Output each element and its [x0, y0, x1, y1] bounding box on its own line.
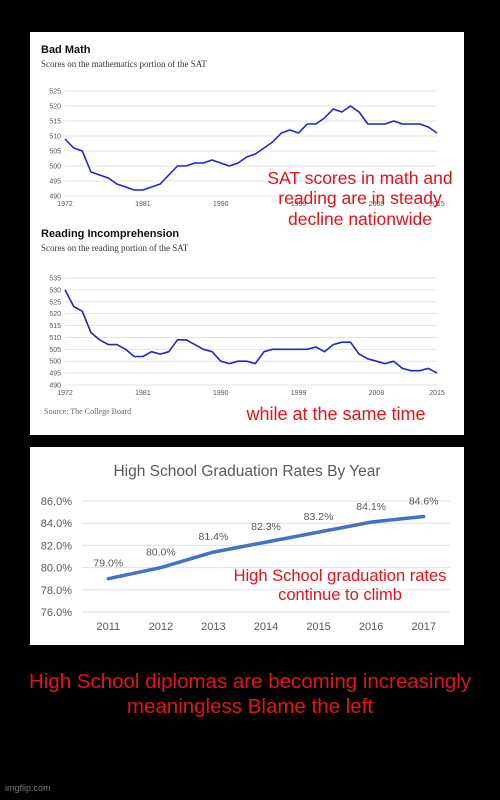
grad-rate-line: [106, 514, 426, 581]
bottom-caption: High School diplomas are becoming increa…: [28, 670, 472, 718]
math-chart-title: Bad Math: [41, 44, 91, 56]
math-y-tick-label: 490: [49, 194, 61, 201]
grad-y-tick-label: 86.0%: [41, 496, 72, 508]
grad-y-tick-label: 82.0%: [41, 540, 72, 552]
math-x-tick-label: 1999: [291, 201, 307, 208]
grad-x-tick-label: 2013: [201, 621, 225, 633]
reading-y-tick-label: 520: [49, 311, 61, 318]
reading-y-tick-label: 500: [49, 359, 61, 366]
math-line-chart: 490 495 500 505 510 515 520 525 1972 1981 1990 1999…: [49, 89, 445, 209]
reading-y-tick-label: 515: [49, 323, 61, 330]
sat-decline-claim: SAT scores in math and reading are in st…: [267, 168, 453, 229]
imgflip-watermark: imgflip.com: [5, 783, 51, 793]
math-y-tick-label: 520: [49, 104, 61, 111]
reading-chart-title: Reading Incomprehension: [41, 228, 180, 240]
grad-y-tick-label: 76.0%: [41, 607, 72, 619]
reading-line-chart: 490 495 500 505 510 515 520 525 530 535 1972 1981 19…: [49, 276, 445, 398]
grad-x-tick-label: 2016: [359, 621, 383, 633]
grad-data-label: 81.4%: [199, 531, 229, 543]
grad-x-tick-label: 2017: [411, 621, 435, 633]
math-x-tick-label: 2015: [429, 201, 445, 208]
grad-data-label: 83.2%: [304, 511, 334, 523]
math-x-tick-label: 2008: [369, 201, 385, 208]
grad-data-label: 79.0%: [93, 558, 123, 570]
math-y-tick-label: 495: [49, 179, 61, 186]
reading-y-tick-label: 535: [49, 276, 61, 283]
reading-x-tick-label: 1999: [291, 390, 307, 397]
sat-chart-panel: Bad Math Scores on the mathematics porti…: [30, 32, 464, 435]
grad-x-tick-label: 2012: [149, 621, 173, 633]
reading-x-tick-label: 1972: [57, 390, 73, 397]
reading-y-tick-label: 490: [49, 383, 61, 390]
math-chart-subtitle: Scores on the mathematics portion of the…: [41, 59, 207, 69]
grad-y-tick-label: 78.0%: [41, 585, 72, 597]
chart-source-note: Source: The College Board: [44, 407, 132, 416]
grad-data-label: 84.6%: [409, 496, 439, 508]
grad-x-tick-label: 2011: [96, 621, 120, 633]
math-y-tick-label: 500: [49, 164, 61, 171]
math-y-tick-label: 515: [49, 119, 61, 126]
reading-x-tick-label: 2015: [429, 390, 445, 397]
math-score-line: [64, 105, 438, 191]
reading-y-tick-label: 525: [49, 299, 61, 306]
graduation-chart-title: High School Graduation Rates By Year: [113, 463, 380, 480]
graduation-claim: High School graduation rates continue to…: [233, 567, 447, 605]
reading-score-line: [64, 289, 438, 374]
graduation-line-chart: High School Graduation Rates By Year 76.0…: [41, 463, 450, 633]
reading-y-tick-label: 510: [49, 335, 61, 342]
grad-data-label: 84.1%: [356, 501, 386, 513]
reading-x-tick-label: 2008: [369, 390, 385, 397]
reading-y-tick-label: 505: [49, 347, 61, 354]
reading-y-tick-label: 495: [49, 371, 61, 378]
while-at-same-time-text: while at the same time: [246, 404, 426, 424]
grad-x-tick-label: 2015: [306, 621, 330, 633]
reading-x-tick-label: 1981: [135, 390, 151, 397]
grad-x-tick-label: 2014: [254, 621, 278, 633]
graduation-chart-panel: High School Graduation Rates By Year 76.0…: [30, 447, 464, 645]
grad-data-label: 82.3%: [251, 521, 281, 533]
math-y-tick-label: 525: [49, 89, 61, 96]
reading-chart-subtitle: Scores on the reading portion of the SAT: [41, 243, 189, 253]
grad-data-label: 80.0%: [146, 547, 176, 559]
math-y-tick-label: 510: [49, 134, 61, 141]
math-x-tick-label: 1990: [213, 201, 229, 208]
reading-y-tick-label: 530: [49, 287, 61, 294]
math-y-tick-label: 505: [49, 149, 61, 156]
grad-y-tick-label: 84.0%: [41, 518, 72, 530]
math-x-tick-label: 1972: [57, 201, 73, 208]
reading-x-tick-label: 1990: [213, 390, 229, 397]
math-x-tick-label: 1981: [135, 201, 151, 208]
grad-y-tick-label: 80.0%: [41, 563, 72, 575]
